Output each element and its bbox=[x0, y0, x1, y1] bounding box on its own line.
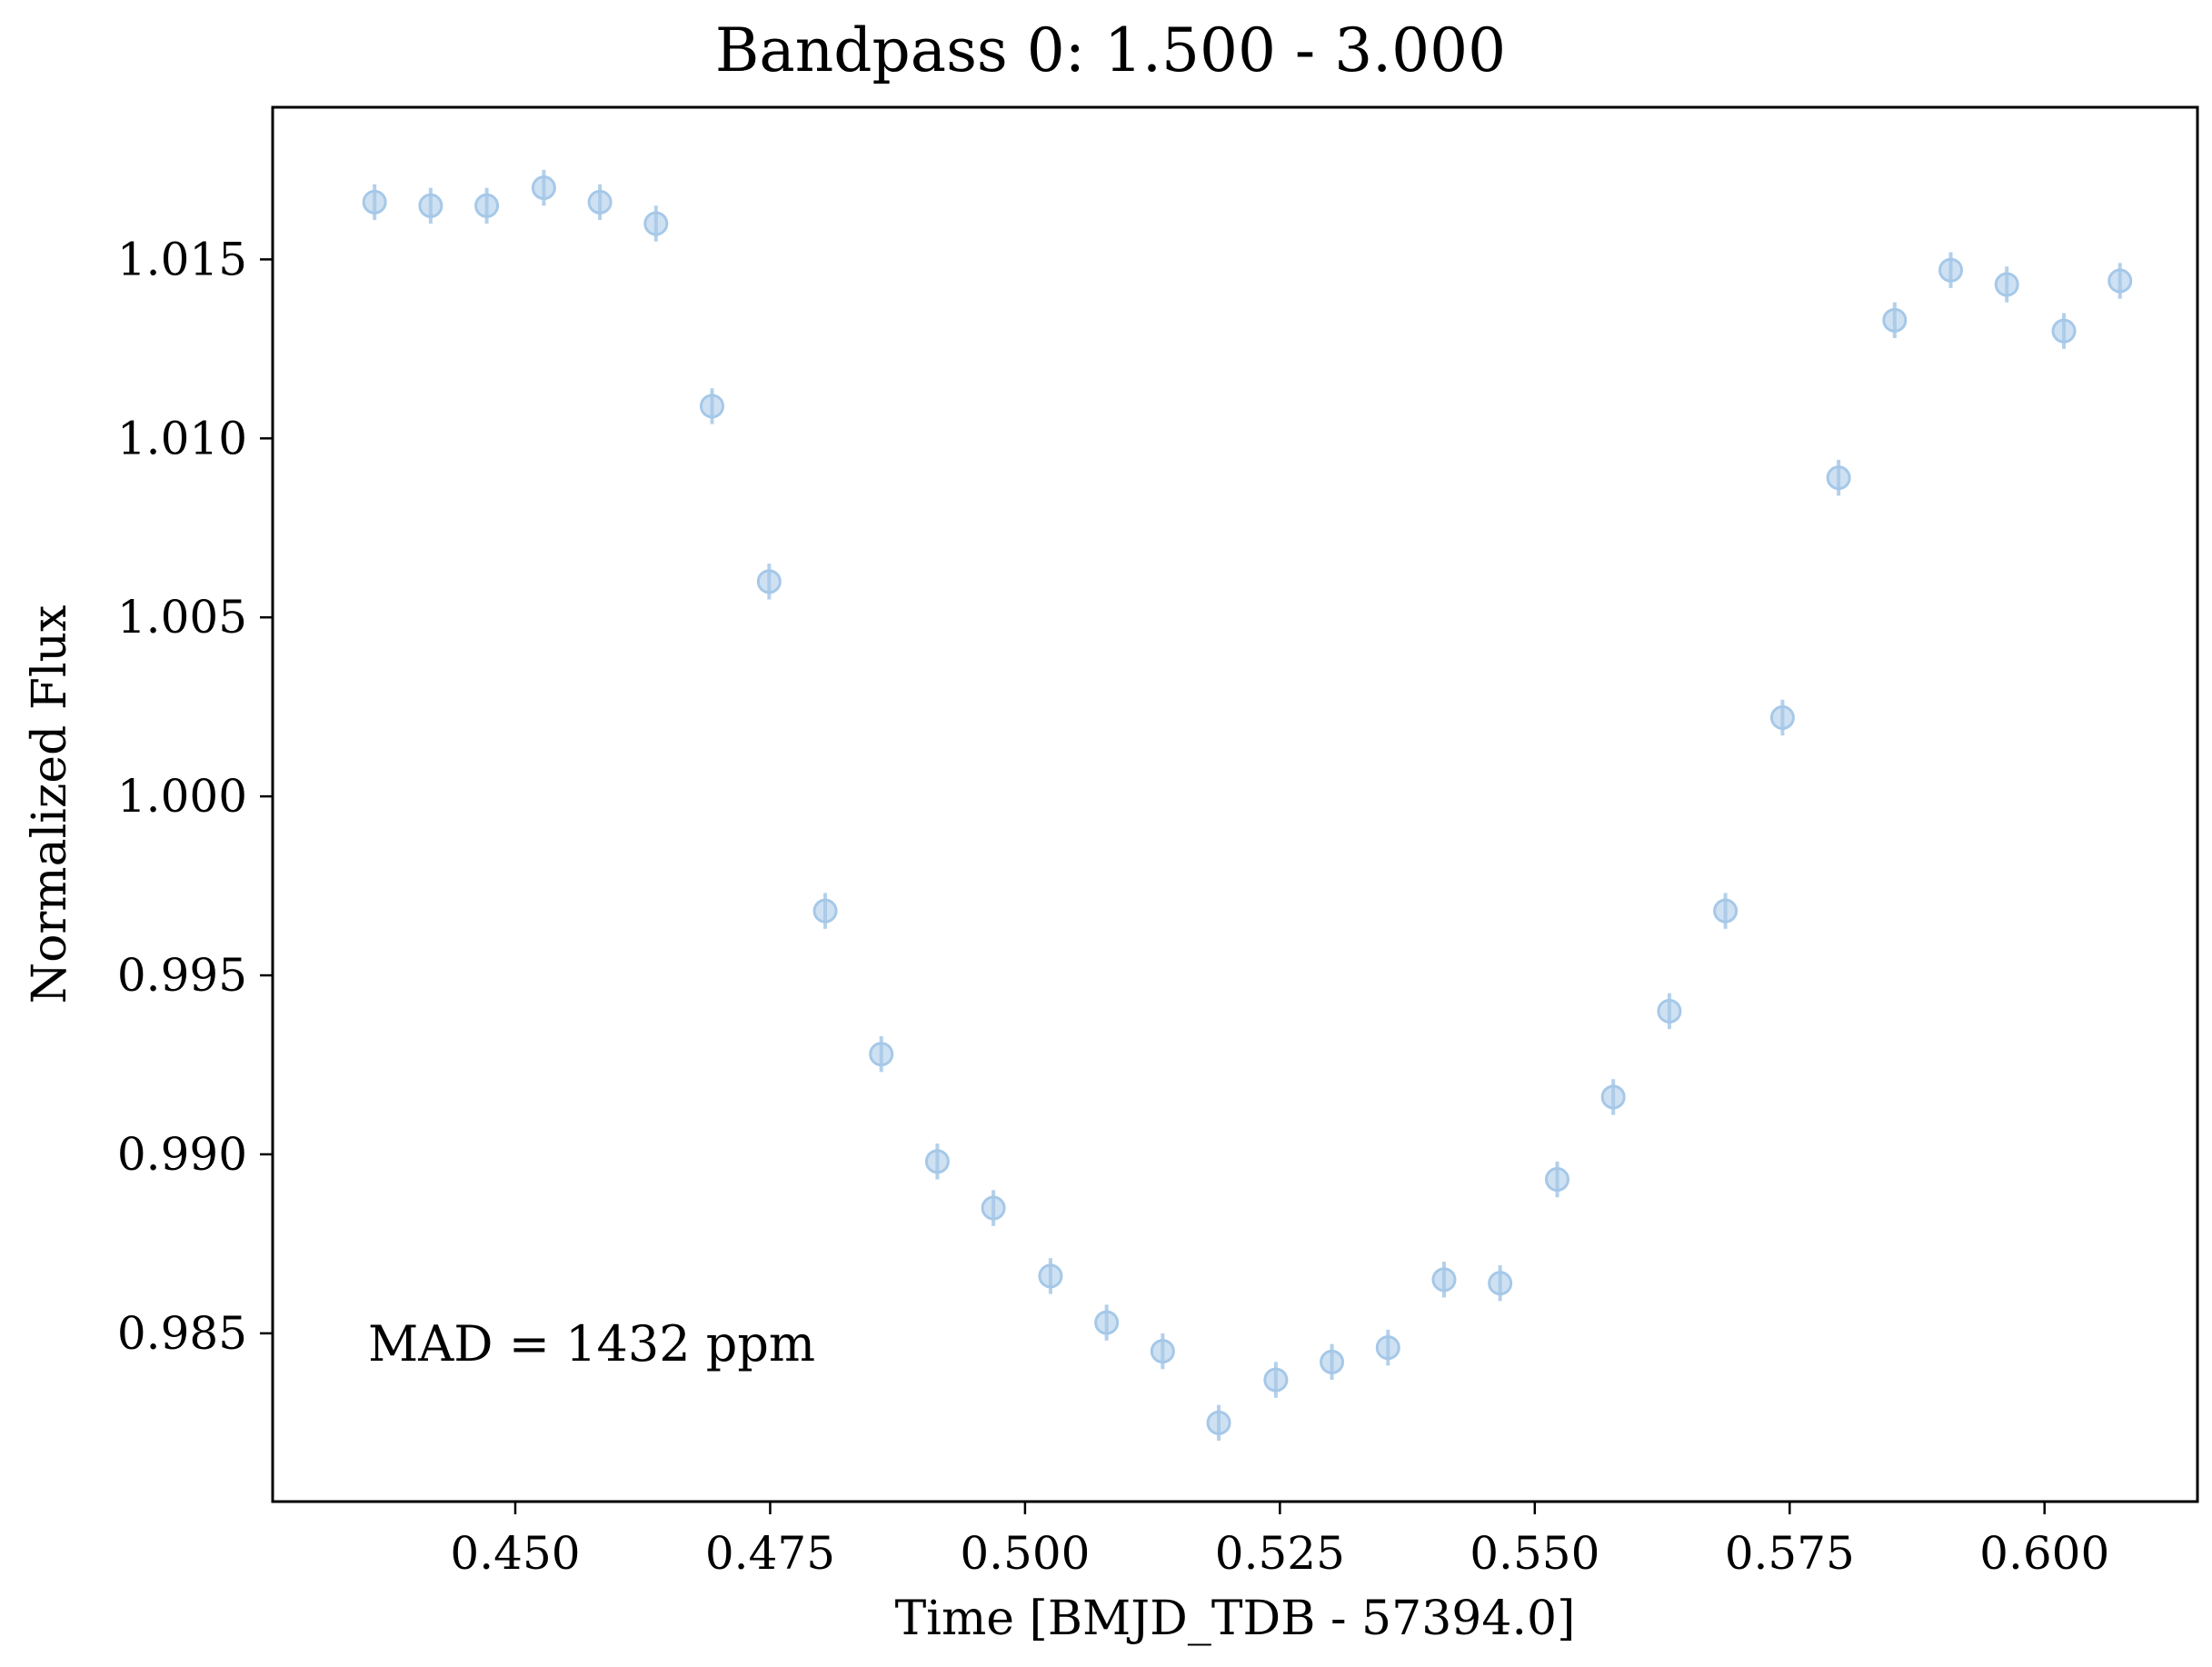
data-point bbox=[700, 394, 725, 419]
data-point bbox=[1600, 1084, 1626, 1110]
y-tick-label: 1.015 bbox=[117, 233, 247, 285]
data-point bbox=[1544, 1167, 1569, 1193]
data-points bbox=[362, 169, 2133, 1442]
y-tick-label: 0.990 bbox=[117, 1128, 247, 1181]
data-point bbox=[643, 211, 669, 236]
data-point bbox=[1094, 1310, 1120, 1335]
data-point bbox=[1713, 898, 1739, 923]
mad-annotation: MAD = 1432 ppm bbox=[368, 1315, 815, 1373]
x-tick-label: 0.600 bbox=[1979, 1527, 2109, 1580]
data-point bbox=[812, 898, 838, 923]
y-tick-label: 1.000 bbox=[117, 770, 247, 823]
data-point bbox=[2051, 318, 2077, 344]
data-point bbox=[1431, 1267, 1457, 1293]
data-point bbox=[1150, 1339, 1175, 1364]
data-point bbox=[1826, 465, 1851, 491]
data-point bbox=[418, 193, 443, 218]
data-point bbox=[1320, 1349, 1345, 1374]
chart-title: Bandpass 0: 1.500 - 3.000 bbox=[715, 15, 1506, 85]
data-point bbox=[1375, 1335, 1400, 1361]
data-point bbox=[531, 175, 556, 201]
data-point bbox=[1769, 704, 1795, 730]
plot-frame bbox=[271, 105, 2199, 1503]
data-point bbox=[1263, 1367, 1289, 1392]
data-point bbox=[587, 189, 613, 215]
data-point bbox=[474, 193, 500, 218]
data-point bbox=[1488, 1271, 1513, 1296]
data-point bbox=[1938, 257, 1964, 283]
data-point bbox=[1038, 1263, 1063, 1289]
x-tick-label: 0.500 bbox=[960, 1527, 1090, 1580]
x-tick-label: 0.450 bbox=[450, 1527, 580, 1580]
x-axis-label: Time [BMJD_TDB - 57394.0] bbox=[895, 1592, 1576, 1646]
plot-area bbox=[273, 107, 2197, 1502]
data-point bbox=[2107, 268, 2133, 294]
data-point bbox=[1657, 998, 1682, 1023]
data-point bbox=[1882, 307, 1908, 333]
data-point bbox=[1994, 272, 2019, 297]
data-point bbox=[981, 1195, 1006, 1221]
y-tick-label: 0.985 bbox=[117, 1307, 247, 1360]
x-axis-ticks: 0.450 0.475 0.500 0.525 0.550 0.575 0.600 bbox=[450, 1502, 2109, 1580]
data-point bbox=[362, 189, 387, 215]
y-tick-label: 1.010 bbox=[117, 412, 247, 464]
data-point bbox=[1206, 1410, 1231, 1435]
data-point bbox=[869, 1042, 894, 1067]
data-point bbox=[924, 1149, 950, 1174]
data-point bbox=[756, 569, 782, 594]
x-tick-label: 0.525 bbox=[1215, 1527, 1345, 1580]
x-tick-label: 0.475 bbox=[705, 1527, 835, 1580]
y-axis-ticks: 0.985 0.990 0.995 1.000 1.005 1.010 1.015 bbox=[117, 233, 273, 1360]
y-axis-label: Normalized Flux bbox=[23, 605, 77, 1004]
x-tick-label: 0.550 bbox=[1470, 1527, 1599, 1580]
y-tick-label: 0.995 bbox=[117, 949, 247, 1002]
y-tick-label: 1.005 bbox=[117, 591, 247, 644]
x-tick-label: 0.575 bbox=[1725, 1527, 1855, 1580]
